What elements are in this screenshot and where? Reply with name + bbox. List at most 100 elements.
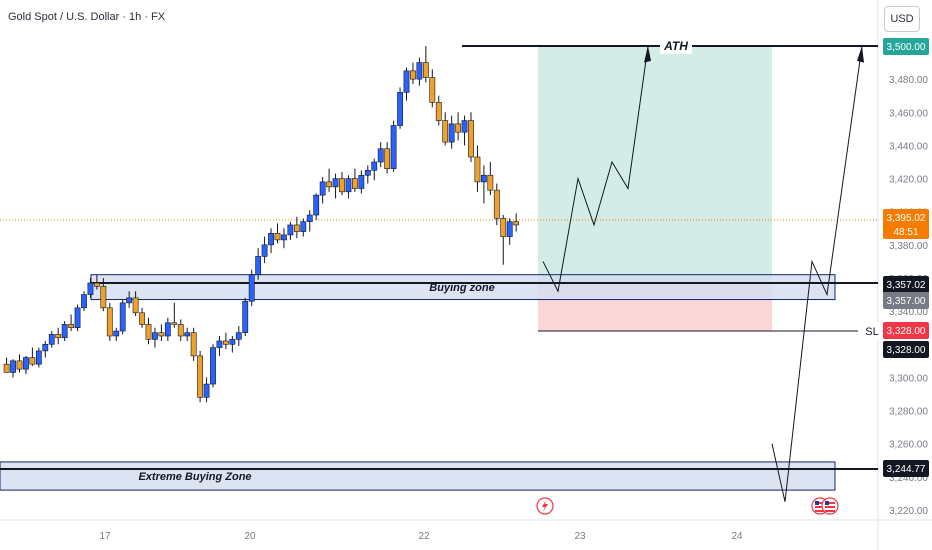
- price-tag-label: 3,395.02: [887, 213, 926, 224]
- candle-body: [68, 324, 74, 329]
- candle-body: [300, 221, 307, 232]
- candle: [455, 112, 461, 141]
- candle: [493, 183, 500, 225]
- x-tick-label: 24: [731, 531, 743, 542]
- projection-arrowhead-1: [644, 46, 651, 63]
- price-tag-label: 3,357.02: [887, 280, 926, 291]
- price-tag: [883, 322, 929, 339]
- candle-body: [384, 148, 391, 169]
- x-tick-label: 23: [574, 531, 586, 542]
- candle-body: [397, 92, 403, 126]
- flag-stripe: [815, 510, 825, 512]
- candle: [74, 304, 81, 332]
- price-tag-label: 3,244.77: [887, 464, 926, 475]
- candle: [35, 347, 42, 368]
- candle-body: [500, 218, 507, 237]
- y-tick-label: 3,440.00: [889, 141, 928, 152]
- candle-body: [119, 302, 126, 332]
- flag-stripe: [825, 502, 835, 504]
- price-tag: [883, 460, 929, 477]
- candle: [10, 359, 16, 378]
- candle-body: [16, 360, 23, 370]
- candle-body: [223, 340, 229, 345]
- candle: [397, 87, 403, 129]
- price-tag-label: 3,328.00: [887, 345, 926, 356]
- candle: [164, 317, 171, 341]
- candle: [61, 321, 68, 341]
- candle-body: [468, 120, 474, 158]
- candle: [100, 278, 107, 312]
- candle: [94, 274, 100, 290]
- candle: [248, 269, 255, 307]
- ath-label-bg: [660, 38, 692, 54]
- candle-body: [261, 244, 268, 257]
- price-tag: [883, 209, 929, 239]
- candle: [358, 170, 365, 194]
- currency-selector[interactable]: USD: [884, 6, 920, 32]
- flag-stripe: [815, 502, 825, 504]
- candle: [223, 332, 229, 350]
- candle-body: [113, 330, 120, 337]
- candle: [435, 95, 442, 126]
- candle: [319, 176, 326, 204]
- candle: [326, 168, 332, 192]
- buying-zone-rect: [90, 274, 836, 301]
- candle: [377, 142, 384, 167]
- candle-body: [255, 256, 262, 275]
- projection-path-2: [771, 45, 863, 502]
- extreme-zone-label: Extreme Buying Zone: [138, 471, 251, 483]
- candle: [371, 158, 378, 181]
- candle: [177, 319, 184, 341]
- candle: [68, 314, 74, 332]
- candle-body: [487, 174, 494, 191]
- candle-body: [351, 178, 358, 189]
- price-tag: [883, 292, 929, 309]
- candle-body: [29, 357, 36, 365]
- projection-arrowhead-2: [857, 46, 864, 63]
- candle: [306, 210, 313, 232]
- candle: [468, 112, 474, 162]
- candle: [422, 46, 429, 83]
- y-tick-label: 3,260.00: [889, 440, 928, 451]
- candle-body: [274, 232, 281, 241]
- candle: [184, 327, 191, 341]
- candle-body: [416, 62, 423, 80]
- candle-body: [10, 360, 16, 373]
- symbol-title[interactable]: Gold Spot / U.S. Dollar · 1h · FX: [8, 11, 166, 23]
- candle: [210, 344, 216, 388]
- candle-body: [210, 347, 216, 385]
- candle-body: [132, 297, 139, 314]
- us-flag-event-icon: [821, 497, 839, 515]
- y-tick-label: 3,280.00: [889, 407, 928, 418]
- candle: [16, 354, 23, 373]
- price-tag-label: 3,357.00: [887, 296, 926, 307]
- candle-body: [293, 224, 300, 232]
- candle-body: [35, 350, 42, 365]
- candle: [235, 326, 242, 346]
- candle-body: [480, 174, 487, 183]
- price-tag-label: 3,500.00: [887, 42, 926, 53]
- candle-body: [216, 340, 223, 348]
- sl-label-bg: [862, 323, 880, 340]
- candle-body: [3, 363, 10, 373]
- candle: [364, 165, 371, 184]
- candle-body: [358, 174, 365, 189]
- candle: [42, 340, 49, 358]
- candle-body: [410, 70, 416, 80]
- candle: [152, 327, 158, 348]
- candle-body: [203, 383, 210, 398]
- candle: [261, 236, 268, 264]
- candle-body: [281, 234, 287, 241]
- candle-body: [197, 355, 203, 398]
- x-tick-label: 20: [244, 531, 256, 542]
- candle-body: [190, 332, 197, 357]
- candle: [197, 350, 203, 403]
- candle: [429, 69, 436, 108]
- candle-body: [23, 357, 29, 370]
- candle: [351, 168, 358, 192]
- candle: [145, 317, 152, 345]
- candle-body: [235, 332, 242, 340]
- candle: [513, 213, 520, 232]
- candle-body: [100, 285, 107, 309]
